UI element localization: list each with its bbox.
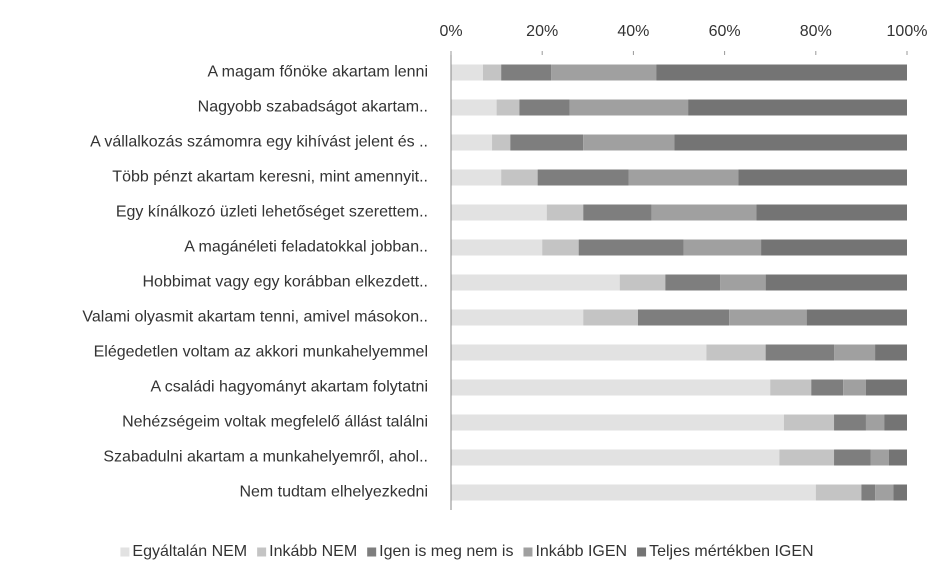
legend: Egyáltalán NEM Inkább NEM Igen is meg nem … <box>120 543 814 560</box>
bar-segment <box>496 99 520 116</box>
legend-swatch <box>257 547 267 557</box>
legend-swatch <box>523 547 533 557</box>
bar-segment <box>756 204 907 221</box>
bar-segment <box>628 169 739 186</box>
bar-segment <box>619 274 666 291</box>
bar-segment <box>865 414 885 431</box>
y-tick-label: Nehézségeim voltak megfelelő állást talá… <box>122 414 428 431</box>
y-tick-label: Nagyobb szabadságot akartam.. <box>198 99 428 116</box>
bar-segment <box>870 449 889 466</box>
bar-segment <box>688 99 907 116</box>
bar-segment <box>451 344 707 361</box>
bar-segment <box>501 169 538 186</box>
legend-swatch <box>120 547 130 557</box>
y-tick-label: A magam főnöke akartam lenni <box>207 64 428 81</box>
y-tick-label: A családi hagyományt akartam folytatni <box>151 379 428 396</box>
bar-segment <box>578 239 684 256</box>
bar-segment <box>893 484 907 501</box>
bar-segment <box>706 344 766 361</box>
x-tick-label: 100% <box>887 23 928 40</box>
bar-segment <box>834 414 866 431</box>
bar-segment <box>451 274 620 291</box>
legend-label: Inkább IGEN <box>535 543 627 560</box>
bar-segment <box>811 379 844 396</box>
bar-segment <box>783 414 835 431</box>
y-tick-label: Több pénzt akartam keresni, mint amennyi… <box>112 169 428 186</box>
bar-segment <box>884 414 907 431</box>
bar-segment <box>865 379 907 396</box>
x-tick-label: 60% <box>709 23 741 40</box>
bar-segment <box>451 309 584 326</box>
bar-segment <box>451 204 547 221</box>
bar-segment <box>875 344 907 361</box>
bar-segment <box>482 64 502 81</box>
legend-label: Egyáltalán NEM <box>132 543 247 560</box>
bar-segment <box>451 379 771 396</box>
bar-segment <box>720 274 766 291</box>
bar-segment <box>834 449 871 466</box>
y-tick-label: Nem tudtam elhelyezkedni <box>239 484 428 501</box>
bar-segment <box>451 239 543 256</box>
bar-segment <box>834 344 876 361</box>
bar-segment <box>651 204 757 221</box>
bar-segment <box>637 309 730 326</box>
bar-segment <box>683 239 762 256</box>
y-tick-label: Szabadulni akartam a munkahelyemről, aho… <box>103 449 428 466</box>
y-tick-label: Elégedetlen voltam az akkori munkahelyem… <box>94 344 428 361</box>
bar-segment <box>779 449 835 466</box>
bar-segment <box>583 309 638 326</box>
x-tick-label: 0% <box>439 23 462 40</box>
bar-segment <box>451 64 483 81</box>
bar-segment <box>537 169 629 186</box>
bar-segment <box>806 309 907 326</box>
bar-segment <box>492 134 511 151</box>
bar-segment <box>519 99 570 116</box>
bar-segment <box>861 484 876 501</box>
y-tick-label: A magánéleti feladatokkal jobban.. <box>184 239 428 256</box>
legend-swatch <box>637 547 647 557</box>
bar-segment <box>451 169 502 186</box>
bar-segment <box>761 239 907 256</box>
bar-segment <box>551 64 657 81</box>
bar-segment <box>770 379 812 396</box>
y-tick-label: A vállalkozás számomra egy kihívást jele… <box>90 134 428 151</box>
bar-segment <box>665 274 721 291</box>
bar-segment <box>656 64 907 81</box>
bar-segment <box>738 169 907 186</box>
bar-segment <box>765 344 835 361</box>
y-tick-label: Valami olyasmit akartam tenni, amivel má… <box>82 309 428 326</box>
bar-segment <box>815 484 862 501</box>
bar-segment <box>451 484 816 501</box>
bar-segment <box>546 204 584 221</box>
legend-swatch <box>367 547 377 557</box>
legend-label: Inkább NEM <box>269 543 357 560</box>
bar-segment <box>843 379 866 396</box>
bar-segment <box>542 239 579 256</box>
legend-label: Teljes mértékben IGEN <box>649 543 814 560</box>
bar-segment <box>888 449 907 466</box>
legend-label: Igen is meg nem is <box>379 543 513 560</box>
bar-segment <box>674 134 907 151</box>
y-tick-label: Egy kínálkozó üzleti lehetőséget szerett… <box>116 204 428 221</box>
bar-segment <box>765 274 907 291</box>
bar-segment <box>510 134 584 151</box>
bar-segment <box>451 134 493 151</box>
bar-segment <box>875 484 894 501</box>
x-tick-label: 80% <box>800 23 832 40</box>
x-tick-label: 20% <box>526 23 558 40</box>
bar-segment <box>583 204 652 221</box>
x-tick-label: 40% <box>617 23 649 40</box>
bar-segment <box>451 99 497 116</box>
bar-segment <box>451 414 784 431</box>
bar-segment <box>501 64 552 81</box>
bar-segment <box>729 309 807 326</box>
bar-segment <box>583 134 675 151</box>
bar-segment <box>451 449 780 466</box>
bar-segment <box>569 99 689 116</box>
y-tick-label: Hobbimat vagy egy korábban elkezdett.. <box>143 274 429 291</box>
